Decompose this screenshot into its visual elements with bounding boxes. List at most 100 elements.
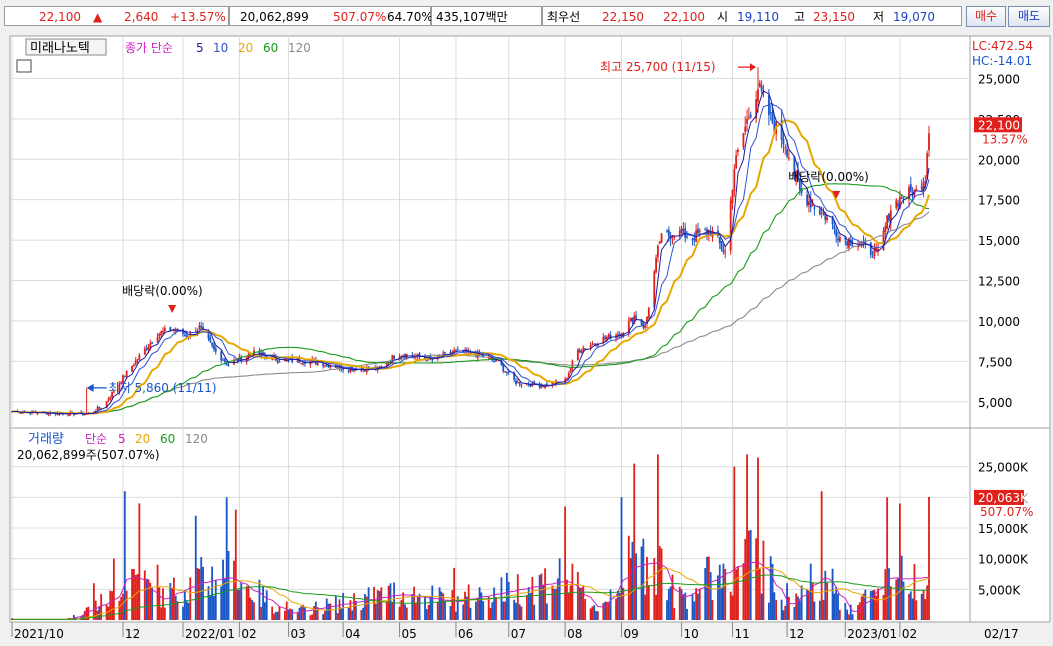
- volume-pane: [9, 427, 1051, 623]
- volume-bar: [604, 601, 607, 620]
- candle: [720, 241, 723, 250]
- candle: [820, 212, 823, 214]
- volume-tick-label: 25,000K: [978, 461, 1029, 475]
- candle: [134, 360, 137, 365]
- volume-summary: 20,062,899주(507.07%): [17, 448, 160, 462]
- volume-bar: [173, 577, 175, 620]
- low-price: 19,070: [893, 10, 935, 24]
- volume-bar: [873, 589, 876, 620]
- candle: [240, 357, 243, 362]
- candle: [487, 357, 490, 359]
- volume-bar: [340, 607, 343, 620]
- volume-bar: [620, 497, 623, 620]
- volume-bar: [405, 607, 408, 620]
- volume-bar: [467, 584, 470, 620]
- y-tick-label: 20,000: [978, 153, 1020, 167]
- candle: [182, 329, 184, 335]
- candle: [364, 369, 366, 372]
- grid-toggle-icon: [16, 59, 32, 73]
- candle: [809, 198, 812, 208]
- candle: [837, 238, 839, 241]
- candle: [680, 228, 683, 233]
- volume-bar: [747, 530, 750, 620]
- volume-bar: [595, 611, 597, 620]
- x-tick-label: 11: [735, 627, 750, 641]
- candle: [505, 372, 508, 374]
- candle: [183, 335, 186, 337]
- volume-bar: [924, 599, 927, 620]
- candle: [922, 182, 925, 193]
- volume-ma-legend-120: 120: [185, 432, 208, 446]
- candle: [387, 361, 390, 363]
- volume-bar: [518, 604, 521, 620]
- volume-bar: [453, 567, 456, 620]
- candle: [169, 327, 172, 331]
- candle: [94, 411, 97, 413]
- candle: [644, 325, 647, 328]
- buy-button[interactable]: 매수: [966, 6, 1006, 27]
- candle: [596, 344, 599, 346]
- volume-bar: [787, 596, 790, 620]
- volume-bar: [660, 548, 663, 620]
- candle: [173, 329, 175, 331]
- candle: [851, 245, 854, 247]
- candle: [629, 317, 632, 322]
- stock-chart[interactable]: 5,000 7,500 10,000 12,500 15,000 17,500 20,000…: [0, 32, 1053, 646]
- candle: [709, 231, 712, 236]
- volume-bar: [389, 583, 392, 620]
- volume-bar: [729, 591, 732, 620]
- volume-bar: [504, 601, 506, 620]
- volume-bar: [416, 596, 419, 620]
- volume-bar: [864, 589, 867, 620]
- candle: [607, 334, 610, 338]
- volume-bar: [629, 558, 632, 620]
- candle: [693, 238, 696, 241]
- low-label: 저: [873, 10, 885, 24]
- volume-bar: [385, 601, 388, 620]
- volume-tick-label: 10,000K: [978, 553, 1029, 567]
- candle: [507, 371, 510, 373]
- candle: [731, 190, 734, 203]
- candle: [742, 133, 745, 148]
- volume-bar: [342, 593, 345, 620]
- candle: [808, 201, 810, 206]
- volume-bar: [274, 611, 277, 620]
- ma-legend-20: 20: [238, 41, 253, 55]
- trade-amount: 435,107백만: [436, 10, 508, 24]
- candle: [673, 236, 676, 238]
- volume-bar: [902, 581, 905, 620]
- candle: [213, 344, 215, 350]
- candle: [760, 85, 763, 91]
- ma20-line: [12, 119, 930, 415]
- best-bid: 22,100: [663, 10, 705, 24]
- candle: [67, 415, 70, 417]
- volume-bar: [709, 572, 712, 620]
- volume-bar: [134, 575, 137, 620]
- best-label: 최우선: [547, 10, 581, 24]
- candle: [327, 364, 330, 368]
- candle: [824, 212, 827, 220]
- candle: [667, 230, 670, 237]
- volume-bar: [576, 572, 579, 620]
- volume-bar: [314, 601, 317, 620]
- volume-ma-legend-60: 60: [160, 432, 175, 446]
- volume-bar: [398, 606, 401, 620]
- volume-bar: [542, 584, 545, 620]
- volume-bar: [591, 606, 594, 620]
- volume-bar: [151, 587, 154, 620]
- volume-bar: [735, 569, 738, 620]
- volume-bar: [680, 589, 683, 620]
- volume-bar: [160, 607, 163, 620]
- candle: [111, 392, 113, 398]
- volume-bar: [697, 593, 699, 620]
- volume-bar: [622, 587, 625, 620]
- candle: [682, 228, 685, 231]
- volume-bar: [109, 590, 112, 620]
- volume-bar: [911, 598, 914, 620]
- volume-bar: [717, 575, 719, 620]
- candle: [122, 375, 124, 383]
- volume-bar: [336, 613, 339, 620]
- candle: [707, 229, 710, 235]
- sell-button[interactable]: 매도: [1008, 6, 1050, 27]
- volume-bar: [240, 582, 243, 620]
